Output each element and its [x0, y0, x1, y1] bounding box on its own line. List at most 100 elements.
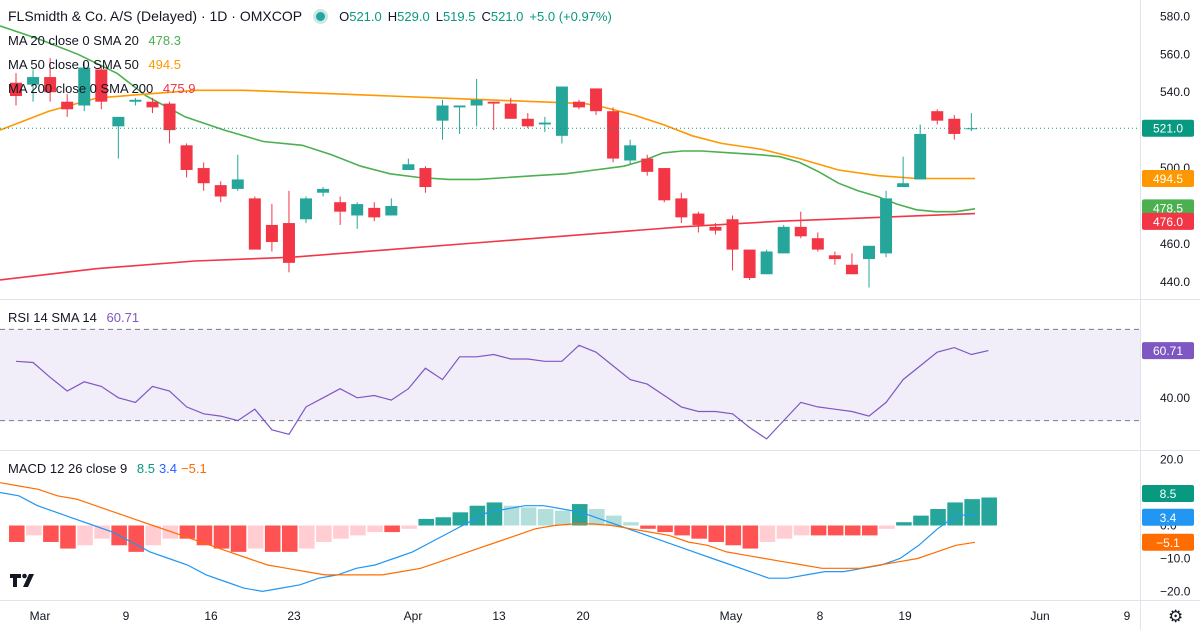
candle-body: [845, 264, 858, 275]
time-axis-tick: 19: [898, 609, 912, 623]
symbol-header: FLSmidth & Co. A/S (Delayed) · 1D · OMXC…: [8, 8, 618, 24]
macd-histogram-bar: [537, 509, 554, 526]
legend-rsi[interactable]: RSI 14 SMA 14 60.71: [8, 310, 145, 325]
macd-histogram-bar: [179, 525, 196, 539]
macd-histogram-bar: [862, 525, 878, 536]
macd-histogram-bar: [879, 525, 895, 529]
macd-histogram-bar: [281, 525, 298, 552]
close-value: 521.0: [490, 9, 524, 24]
macd-histogram-bar: [77, 525, 93, 546]
macd-histogram-bar: [776, 525, 793, 539]
candle-body: [129, 99, 142, 102]
candle-body: [436, 105, 449, 121]
time-axis-tick: 23: [287, 609, 301, 623]
candle-body: [880, 198, 893, 254]
legend-ma50[interactable]: MA 50 close 0 SMA 50 494.5: [8, 57, 187, 72]
candle-body: [965, 128, 978, 130]
candle-body: [351, 204, 364, 216]
legend-rsi-label: RSI 14 SMA 14: [8, 310, 97, 325]
candle-body: [248, 198, 261, 250]
macd-histogram-bar: [606, 515, 622, 526]
legend-macd-line-value: 3.4: [158, 461, 178, 476]
candle-body: [760, 251, 773, 275]
candle-body: [948, 118, 961, 134]
candle-body: [692, 213, 705, 225]
candle-body: [641, 158, 654, 172]
candle-body: [914, 133, 927, 180]
time-axis-tick: 8: [817, 609, 824, 623]
change-value: +5.0 (+0.97%): [529, 9, 612, 24]
candle-body: [402, 164, 415, 170]
price-axis-tick: 540.0: [1160, 85, 1190, 99]
candle-body: [828, 255, 841, 260]
candle-body: [572, 101, 585, 108]
price-pane[interactable]: [0, 25, 1140, 288]
candle-body: [27, 77, 40, 85]
candle-body: [777, 226, 790, 254]
candle-body: [897, 183, 910, 188]
price-axis-tick: 560.0: [1160, 47, 1190, 61]
macd-histogram-bar: [930, 509, 946, 526]
rsi-line: [15, 344, 989, 440]
macd-histogram-bar: [554, 510, 571, 526]
macd-histogram-bar: [759, 525, 776, 542]
macd-line-badge-text: 3.4: [1160, 511, 1177, 525]
low-value: 519.5: [442, 9, 476, 24]
market-status-dot: [316, 12, 326, 22]
macd-histogram-bar: [708, 525, 725, 542]
macd-line: [0, 491, 976, 593]
legend-ma200[interactable]: MA 200 close 0 SMA 200 475.9: [8, 81, 201, 96]
rsi-pane[interactable]: [0, 328, 1140, 440]
candle-body: [538, 122, 551, 125]
candle-body: [214, 185, 227, 197]
macd-histogram-bar: [964, 499, 980, 526]
legend-ma20[interactable]: MA 20 close 0 SMA 20 478.3: [8, 33, 187, 48]
time-axis-tick: May: [720, 609, 743, 623]
candle-body: [863, 245, 875, 260]
tradingview-logo-icon[interactable]: [10, 571, 38, 589]
macd-histogram-bar: [486, 502, 503, 526]
candle-body: [10, 82, 22, 97]
macd-histogram-bar: [60, 525, 76, 549]
macd-histogram-bar: [520, 507, 537, 526]
candle-body: [794, 226, 807, 237]
macd-histogram-bar: [418, 518, 434, 526]
symbol-title[interactable]: FLSmidth & Co. A/S (Delayed) · 1D · OMXC…: [8, 8, 303, 24]
legend-ma200-value: 475.9: [162, 81, 196, 96]
macd-histogram-bar: [145, 525, 162, 546]
macd-histogram-bar: [230, 525, 247, 552]
macd-hist-badge: [1142, 484, 1194, 502]
open-value: 521.0: [349, 9, 382, 24]
legend-ma50-value: 494.5: [148, 57, 181, 72]
candle-body: [470, 99, 483, 106]
candle-body: [487, 101, 500, 104]
macd-histogram-bar: [674, 525, 690, 536]
time-axis-tick: Mar: [30, 609, 51, 623]
candle-body: [419, 168, 432, 188]
macd-histogram-bar: [247, 525, 264, 549]
candle-body: [453, 105, 466, 108]
gear-icon[interactable]: ⚙: [1168, 607, 1184, 626]
price-axis-tick: 440.0: [1160, 275, 1190, 289]
last-price-badge-text: 521.0: [1153, 122, 1183, 136]
candle-body: [368, 207, 381, 218]
candle-body: [658, 168, 671, 201]
candle-body: [231, 179, 244, 189]
macd-pane[interactable]: [0, 482, 997, 593]
macd-histogram-bar: [691, 525, 707, 539]
last-price-badge: [1142, 119, 1194, 137]
time-axis-tick: Jun: [1030, 609, 1049, 623]
legend-macd[interactable]: MACD 12 26 close 9 8.5 3.4 −5.1: [8, 461, 213, 476]
macd-histogram-bar: [469, 505, 486, 526]
time-axis-tick: 9: [123, 609, 130, 623]
candle-body: [317, 188, 330, 193]
macd-histogram-bar: [810, 525, 827, 536]
macd-histogram-bar: [264, 525, 281, 552]
time-axis-tick: 20: [576, 609, 590, 623]
legend-macd-signal-value: −5.1: [181, 461, 207, 476]
high-value: 529.0: [397, 9, 430, 24]
candle-body: [607, 111, 620, 159]
rsi-band-fill: [0, 329, 1140, 421]
macd-histogram-bar: [913, 515, 929, 526]
